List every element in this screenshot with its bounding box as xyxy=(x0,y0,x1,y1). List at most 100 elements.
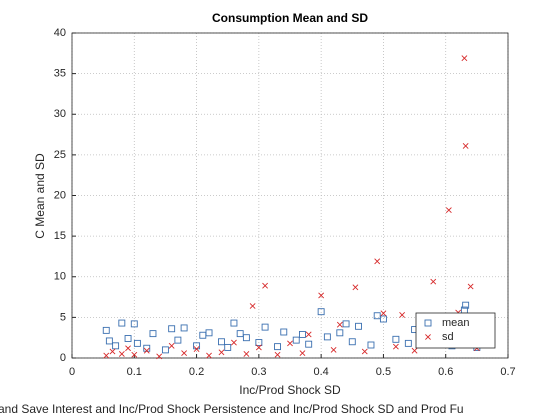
square-marker xyxy=(218,338,225,346)
chart-title: Consumption Mean and SD xyxy=(212,11,368,25)
x-marker xyxy=(318,292,325,299)
x-marker xyxy=(255,344,262,351)
y-tick-label: 25 xyxy=(54,149,66,161)
x-marker xyxy=(109,348,116,355)
square-marker xyxy=(404,339,412,347)
square-marker xyxy=(305,340,313,348)
x-marker xyxy=(411,347,418,354)
x-marker xyxy=(262,282,269,289)
x-marker xyxy=(125,345,131,352)
y-tick-label: 35 xyxy=(54,68,66,80)
x-marker xyxy=(274,351,281,358)
square-marker xyxy=(149,330,157,338)
x-marker xyxy=(445,207,452,214)
y-tick-label: 15 xyxy=(54,230,66,242)
y-tick-label: 20 xyxy=(54,189,66,201)
square-marker xyxy=(348,338,356,346)
square-marker xyxy=(255,339,263,347)
x-marker xyxy=(374,258,381,265)
x-marker xyxy=(336,321,343,328)
square-marker xyxy=(299,330,306,338)
x-marker xyxy=(399,312,406,318)
square-marker xyxy=(342,320,350,328)
x-tick-label: 0.2 xyxy=(189,366,204,378)
x-marker xyxy=(462,143,469,149)
square-marker xyxy=(236,330,244,338)
x-marker xyxy=(461,55,468,62)
x-marker xyxy=(361,348,368,355)
y-tick-label: 40 xyxy=(54,27,66,39)
x-marker xyxy=(249,303,256,309)
x-marker xyxy=(131,351,138,358)
x-marker xyxy=(118,351,125,357)
square-marker xyxy=(367,341,375,349)
x-tick-label: 0.5 xyxy=(376,366,391,378)
y-tick-label: 30 xyxy=(54,108,66,120)
x-marker xyxy=(206,352,212,359)
square-marker xyxy=(112,342,120,350)
square-marker xyxy=(280,328,288,336)
legend: mean sd xyxy=(415,312,496,349)
x-marker xyxy=(305,331,312,338)
square-marker xyxy=(424,319,432,327)
square-marker xyxy=(105,337,113,345)
square-marker xyxy=(205,329,213,337)
x-marker xyxy=(352,284,359,291)
x-marker xyxy=(330,346,337,353)
square-marker xyxy=(118,319,126,327)
square-marker xyxy=(292,336,300,344)
square-marker xyxy=(379,315,387,323)
x-marker xyxy=(231,339,237,346)
square-marker xyxy=(274,343,281,351)
square-marker xyxy=(261,323,269,331)
x-marker xyxy=(287,340,293,347)
square-marker xyxy=(130,320,138,328)
y-axis-label: C Mean and SD xyxy=(33,153,47,239)
square-marker xyxy=(224,343,232,351)
x-marker xyxy=(430,278,437,285)
square-marker xyxy=(230,319,238,327)
square-marker xyxy=(392,335,400,343)
x-axis-label: Inc/Prod Shock SD xyxy=(239,383,341,397)
x-marker xyxy=(380,310,387,317)
x-marker xyxy=(193,346,200,352)
square-marker xyxy=(242,334,250,342)
square-marker xyxy=(462,301,470,309)
x-marker xyxy=(168,342,175,349)
x-tick-label: 0.1 xyxy=(127,366,142,378)
y-tick-label: 10 xyxy=(54,271,66,283)
legend-box xyxy=(415,312,496,349)
square-marker xyxy=(124,335,132,342)
square-marker xyxy=(323,333,331,341)
x-tick-label: 0.6 xyxy=(438,366,453,378)
square-marker xyxy=(174,336,182,344)
square-marker xyxy=(355,322,362,330)
y-tick-label: 5 xyxy=(60,311,66,323)
x-marker xyxy=(243,351,250,357)
x-marker xyxy=(467,283,474,290)
square-marker xyxy=(317,308,325,316)
subtitle: and Save Interest and Inc/Prod Shock Per… xyxy=(0,402,464,416)
x-tick-label: 0 xyxy=(69,366,75,378)
legend-label: mean xyxy=(442,317,470,329)
square-marker xyxy=(180,324,188,332)
x-tick-label: 0.7 xyxy=(500,366,515,378)
x-marker xyxy=(143,347,150,354)
square-marker xyxy=(168,325,176,333)
square-marker xyxy=(133,339,141,347)
x-marker xyxy=(156,353,163,360)
square-marker xyxy=(336,329,344,337)
square-marker xyxy=(102,326,110,334)
x-marker xyxy=(425,334,431,340)
legend-label: sd xyxy=(442,331,454,343)
x-tick-label: 0.4 xyxy=(313,366,328,378)
axes-box xyxy=(71,32,509,359)
square-marker xyxy=(161,346,169,354)
y-tick-label: 0 xyxy=(60,352,66,364)
x-marker xyxy=(181,350,188,357)
x-marker xyxy=(392,343,399,350)
x-marker xyxy=(218,349,225,356)
x-marker xyxy=(299,350,306,357)
x-marker xyxy=(103,352,110,359)
